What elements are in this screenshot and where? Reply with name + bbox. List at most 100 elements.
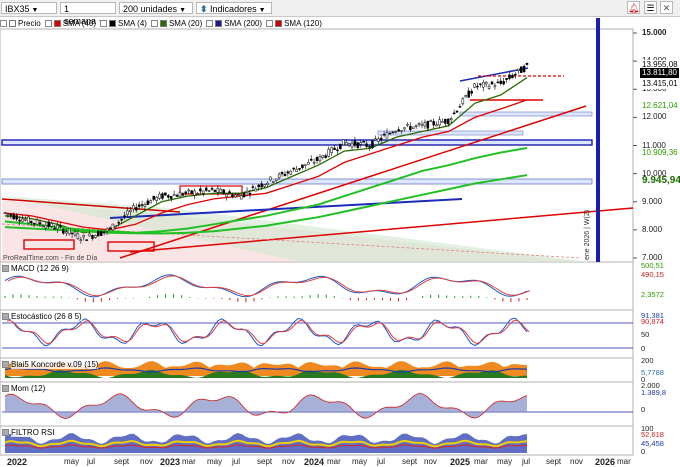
indicator-checkbox[interactable] [2,265,9,272]
candle-body [38,222,42,225]
candle-body [519,66,523,73]
candle-body [76,233,80,239]
legend-item[interactable]: SMA (200) [206,19,262,28]
indicator-checkbox[interactable] [2,429,9,436]
indicator-value-tag: 0 [641,375,646,384]
candle-body [374,138,377,141]
candle-body [362,141,365,143]
legend-swatch [215,19,223,27]
rsi-area [5,433,527,453]
low-marker-box [23,239,75,250]
legend-swatch [109,19,117,27]
legend-item[interactable]: SMA (120) [266,19,322,28]
candle-body [181,193,185,196]
candle-body [161,193,164,199]
candle-body [409,125,412,130]
candle-body [50,223,53,227]
price-tag: 13.811,80 [640,68,679,78]
hamburger-icon[interactable]: ☰ [644,1,657,14]
candle-body [21,218,24,222]
candle-body [426,120,430,129]
candle-body [29,220,33,223]
indicator-title[interactable]: FILTRO RSI [2,428,55,437]
indicator-value-tag: 2,3572 [641,290,664,299]
candle-body [44,225,48,229]
rsi-panel-frame [0,425,634,456]
time-axis-label: sept [402,457,418,466]
indicators-button[interactable]: ⬍ Indicadores ▼ [196,2,272,14]
candle-body [88,233,91,237]
candle-body [368,145,371,148]
candle-body [379,137,383,141]
legend-checkbox[interactable] [206,19,214,27]
indicator-value-tag: 0 [641,405,646,414]
candle-body [295,168,298,173]
candle-body [204,187,208,191]
candle-body [155,196,158,201]
candle-body [149,200,153,204]
candle-body [397,129,400,132]
candle-body [15,215,18,220]
indicator-title-text: FILTRO RSI [11,428,55,437]
symbol-selector[interactable]: IBX35 ▼ [1,2,57,14]
rsi-line [4,439,528,448]
time-axis-label: jul [232,457,241,466]
candle-body [257,184,260,188]
candle-body [193,190,196,196]
indicators-icon: ⬍ [200,4,211,14]
indicator-checkbox[interactable] [2,361,9,368]
candle-body [461,98,465,105]
legend-swatch [275,19,283,27]
candle-body [266,182,269,185]
indicator-checkbox[interactable] [2,313,9,320]
indicator-checkbox[interactable] [2,385,9,392]
legend-item[interactable]: Precio [0,19,41,28]
candle-body [438,119,441,126]
close-icon[interactable]: ✕ [660,1,673,14]
legend-checkbox[interactable] [100,19,108,27]
candle-body [312,161,316,164]
candle-body [502,81,505,85]
bell-icon[interactable]: 🔔︎ [627,1,640,14]
legend-checkbox[interactable] [44,19,52,27]
time-axis-label: 2026 [595,457,616,467]
macd-signal-line [7,275,531,297]
candle-body [143,203,147,207]
indicator-value-tag: 90,874 [641,317,664,326]
candle-body [228,191,231,194]
level-line [1,223,581,259]
candle-body [167,195,170,198]
legend-checkbox[interactable] [0,19,7,27]
candle-body [525,62,529,65]
mom-area [5,393,527,419]
candle-body [522,65,526,73]
candle-body [336,149,339,152]
support-band [1,178,593,185]
candle-body [134,207,138,211]
candle-body [403,127,406,130]
indicator-title[interactable]: Blai5 Koncorde v.09 (15) [2,360,99,369]
candle-body [301,164,304,168]
candle-body [476,85,479,88]
indicator-title[interactable]: Estocástico (26 8 5) [2,312,82,321]
candle-body [12,214,15,220]
candle-body [371,140,374,149]
candle-body [327,149,330,157]
candle-body [158,193,161,199]
candle-body [251,186,255,188]
legend-checkbox[interactable] [266,19,274,27]
legend-item[interactable]: SMA (20) [150,19,202,28]
legend-checkbox[interactable] [150,19,158,27]
indicator-title[interactable]: MACD (12 26 9) [2,264,69,273]
price-tag: 13.415,01 [640,79,680,89]
indicator-title[interactable]: Mom (12) [2,384,46,393]
legend-item[interactable]: SMA (40) [44,19,96,28]
legend-item[interactable]: SMA (4) [100,19,147,28]
candle-body [126,210,129,215]
candle-body [309,158,313,161]
candle-body [400,130,403,132]
indicator-value-tag: 52,618 [641,430,664,439]
candle-body [274,178,278,181]
candle-body [62,229,65,234]
units-selector[interactable]: 200 unidades ▼ [119,2,193,14]
